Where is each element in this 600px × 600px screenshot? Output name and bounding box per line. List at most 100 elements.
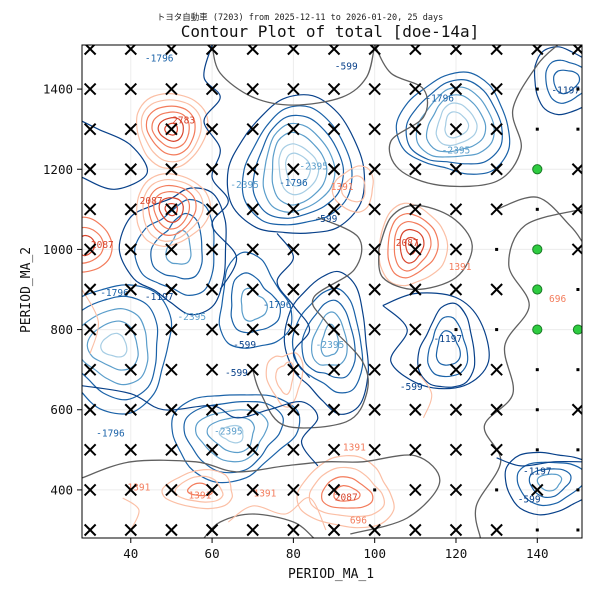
contour-label: -2395 (177, 312, 206, 323)
design-point-marker (205, 323, 219, 336)
design-point-dot (454, 328, 458, 332)
best-point-marker (532, 324, 543, 335)
contour-line-peak (331, 165, 374, 213)
contour-line-basin (171, 394, 301, 484)
design-point-marker (205, 122, 219, 136)
contour-line-basin (206, 416, 256, 454)
marker-stroke (205, 363, 219, 376)
contour-line-zero (211, 45, 376, 106)
design-point-marker (165, 443, 178, 457)
design-point-marker (205, 403, 219, 416)
design-point-marker (409, 363, 422, 376)
chart-title: Contour Plot of total [doe-14a] (181, 22, 480, 41)
marker-stroke (83, 523, 97, 537)
x-tick-label: 120 (445, 546, 468, 561)
contour-label: 1391 (127, 482, 150, 493)
design-point-marker (124, 163, 137, 176)
design-point-marker (246, 203, 259, 216)
design-point-marker (490, 82, 503, 96)
design-point-dot (576, 368, 580, 372)
contour-line-basin (320, 323, 340, 357)
design-point-marker (490, 283, 503, 296)
design-point-dot (576, 488, 580, 492)
contour-line-peak (145, 105, 196, 156)
y-axis-label: PERIOD_MA_2 (19, 247, 34, 333)
marker-stroke (205, 283, 219, 296)
contour-line-peak (142, 178, 204, 242)
contour-line-basin (533, 46, 582, 116)
marker-stroke (83, 163, 97, 176)
marker-stroke (287, 403, 300, 416)
design-point-marker (449, 283, 463, 296)
design-point-marker (287, 203, 300, 216)
design-point-marker (368, 363, 381, 376)
design-point-marker (246, 523, 259, 537)
contour-line-basin (444, 111, 470, 139)
contour-line-basin (183, 400, 284, 474)
design-point-dot (495, 488, 499, 492)
y-tick-label: 1200 (43, 162, 73, 177)
marker-stroke (368, 403, 381, 416)
design-point-marker (449, 523, 463, 537)
x-tick-label: 100 (363, 546, 386, 561)
contour-line-basin (230, 272, 282, 334)
contour-line-basin (134, 198, 215, 296)
marker-stroke (83, 243, 97, 256)
marker-stroke (327, 403, 341, 416)
marker-stroke (409, 243, 422, 256)
design-point-marker (205, 363, 219, 376)
contour-label: -1796 (100, 288, 129, 299)
contour-line-peak (158, 197, 184, 223)
design-point-marker (287, 163, 300, 176)
contour-label: -599 (335, 62, 358, 73)
marker-stroke (531, 483, 544, 497)
marker-stroke (449, 523, 463, 537)
y-tick-label: 600 (50, 402, 73, 417)
contour-line-basin (218, 251, 293, 349)
design-point-marker (124, 122, 137, 136)
design-point-marker (83, 443, 97, 457)
design-point-marker (449, 483, 463, 497)
design-point-marker (327, 483, 341, 497)
design-point-marker (83, 163, 97, 176)
contour-line-peak (135, 172, 212, 247)
contour-line-zero (252, 216, 369, 429)
marker-stroke (327, 483, 341, 497)
design-point-marker (83, 203, 97, 216)
contour-label: -1796 (263, 300, 292, 311)
contour-line-peak (399, 228, 425, 264)
contour-label: 2087 (91, 240, 114, 251)
contour-line-peak (404, 236, 418, 255)
marker-stroke (205, 82, 219, 96)
marker-stroke (83, 203, 97, 216)
best-point-marker (532, 164, 543, 175)
marker-stroke (327, 323, 341, 336)
contour-label: -599 (233, 340, 256, 351)
design-point-marker (490, 363, 503, 376)
contour-line-peak (340, 175, 366, 203)
marker-stroke (449, 122, 463, 136)
marker-stroke (246, 323, 259, 336)
contour-line-peak (174, 475, 224, 503)
marker-stroke (368, 163, 381, 176)
design-point-marker (287, 283, 300, 296)
design-point-marker (287, 323, 300, 336)
design-point-marker (449, 403, 463, 416)
marker-stroke (124, 203, 137, 216)
design-point-marker (165, 283, 178, 296)
contour-line-basin (262, 122, 336, 214)
contour-line-basin (118, 187, 227, 316)
contour-label: 1391 (253, 488, 276, 499)
marker-stroke (124, 403, 137, 416)
marker-stroke (205, 163, 219, 176)
marker-stroke (287, 443, 300, 457)
design-point-marker (83, 122, 97, 136)
design-point-marker (409, 163, 422, 176)
marker-stroke (165, 163, 178, 176)
design-point-marker (246, 323, 259, 336)
design-point-marker (83, 323, 97, 336)
marker-stroke (327, 363, 341, 376)
design-point-marker (124, 203, 137, 216)
design-point-dot (535, 368, 539, 372)
